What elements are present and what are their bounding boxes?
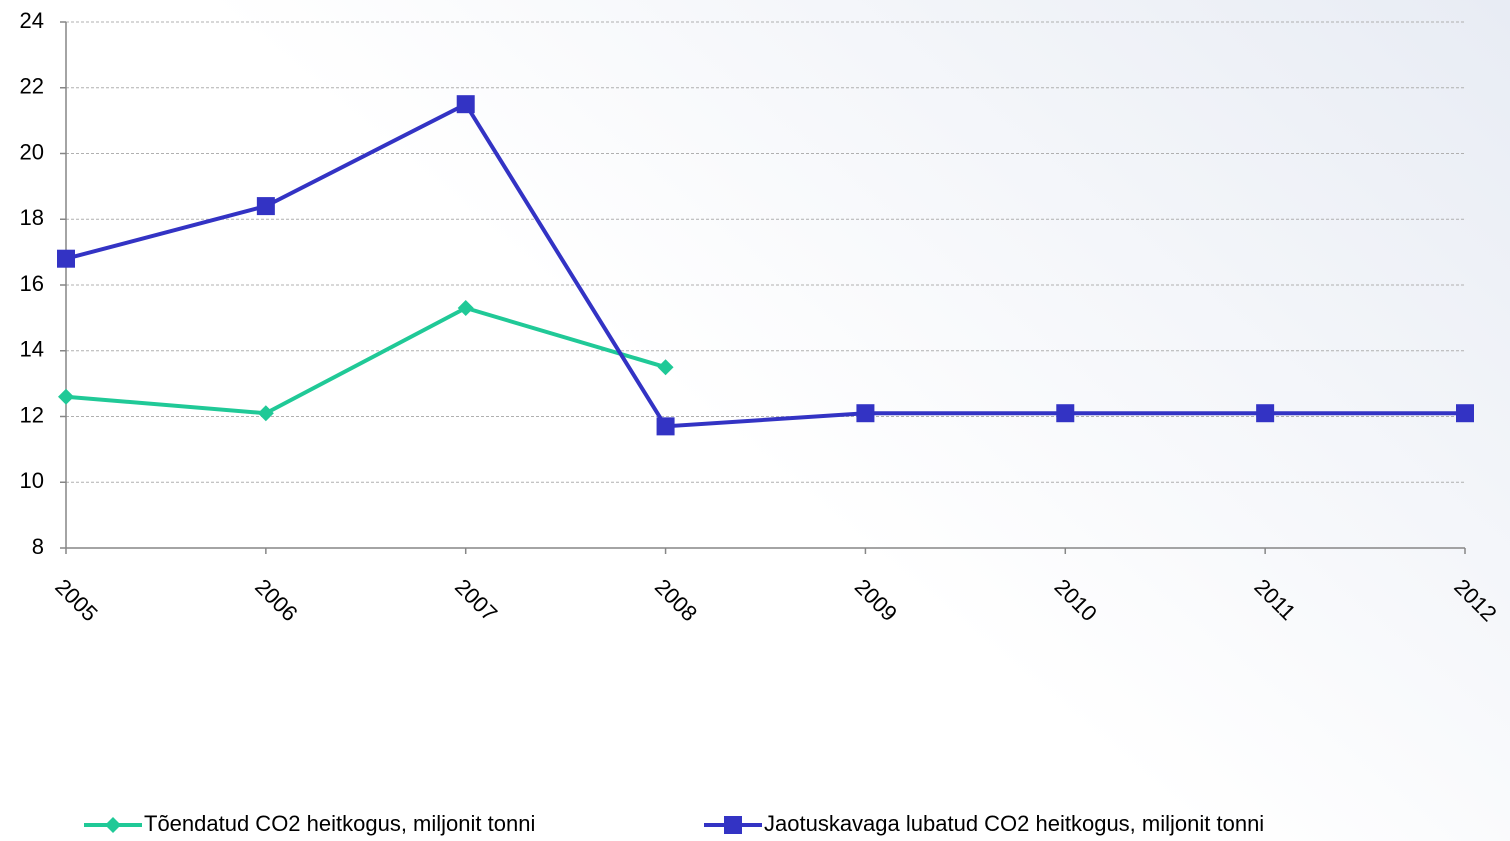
data-point — [256, 197, 275, 216]
y-tick-label: 20 — [20, 139, 44, 164]
legend-label: Jaotuskavaga lubatud CO2 heitkogus, milj… — [764, 811, 1264, 836]
y-tick-label: 12 — [20, 402, 44, 427]
data-point — [57, 249, 75, 268]
data-point — [657, 359, 674, 376]
data-point — [1256, 404, 1275, 423]
y-tick-label: 8 — [32, 534, 44, 559]
data-point — [856, 404, 875, 423]
series-line — [65, 101, 1465, 429]
y-tick-label: 16 — [20, 271, 44, 296]
data-point — [456, 95, 475, 114]
y-tick-label: 18 — [20, 205, 44, 230]
series-line — [65, 305, 667, 416]
legend-marker — [724, 816, 742, 834]
data-point — [457, 300, 474, 317]
legend-label: Tõendatud CO2 heitkogus, miljonit tonni — [144, 811, 535, 836]
y-tick-label: 22 — [20, 74, 44, 99]
data-point — [656, 417, 675, 436]
y-tick-label: 24 — [20, 8, 44, 33]
y-tick-label: 14 — [20, 337, 44, 362]
data-point — [1456, 404, 1474, 423]
legend-marker — [105, 817, 121, 833]
data-point — [1056, 404, 1075, 423]
data-point — [257, 405, 274, 422]
y-tick-label: 10 — [20, 468, 44, 493]
data-point — [58, 388, 74, 405]
